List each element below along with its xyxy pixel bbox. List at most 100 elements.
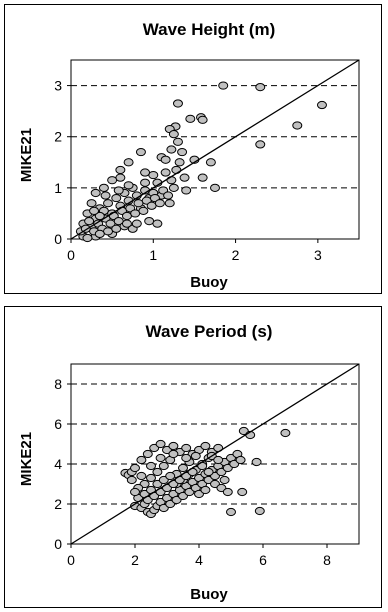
- data-point: [218, 81, 229, 90]
- data-point: [235, 455, 246, 465]
- data-point: [148, 170, 159, 180]
- data-point: [103, 199, 114, 208]
- data-point: [94, 229, 105, 238]
- data-point: [210, 183, 220, 192]
- y-axis-label: MIKE21: [18, 432, 35, 486]
- y-tick-label: 6: [54, 416, 62, 432]
- data-point: [142, 449, 153, 459]
- data-point: [89, 206, 100, 215]
- x-tick-label: 1: [149, 247, 157, 263]
- data-point: [136, 455, 147, 465]
- data-point: [181, 453, 192, 463]
- x-tick-label: 2: [232, 247, 240, 263]
- y-tick-label: 1: [54, 180, 62, 196]
- x-tick-label: 6: [259, 552, 267, 568]
- y-tick-label: 8: [54, 376, 62, 392]
- x-tick-label: 0: [67, 247, 75, 263]
- data-point: [172, 99, 183, 108]
- plot-area: [70, 59, 360, 240]
- data-point: [107, 176, 118, 185]
- data-point: [219, 475, 230, 485]
- x-tick-label: 3: [314, 247, 322, 263]
- data-point: [131, 219, 142, 228]
- data-point: [126, 475, 137, 485]
- data-point: [113, 186, 124, 195]
- data-point: [251, 457, 262, 467]
- data-point: [316, 100, 327, 110]
- x-tick-label: 2: [131, 552, 139, 568]
- data-point: [140, 168, 151, 177]
- data-point: [155, 453, 166, 463]
- data-point: [111, 224, 122, 233]
- data-point: [146, 473, 156, 483]
- data-point: [155, 439, 166, 449]
- data-point: [255, 83, 266, 92]
- chart-title: Wave Height (m): [143, 20, 276, 39]
- data-point: [168, 183, 179, 192]
- data-point: [86, 199, 97, 208]
- data-point: [292, 121, 303, 130]
- data-point: [111, 193, 122, 203]
- data-point: [146, 201, 157, 210]
- data-point: [98, 183, 109, 192]
- wave-period-chart-panel: Wave Period (s) Buoy MIKE21 0 2 4 6 8 0 2 4 6 8: [4, 306, 382, 608]
- data-point: [190, 451, 201, 461]
- data-point: [152, 219, 163, 228]
- data-point: [135, 147, 146, 157]
- y-tick-label: 3: [54, 78, 62, 94]
- data-point: [121, 219, 132, 228]
- data-point: [179, 173, 190, 182]
- data-point: [123, 181, 134, 190]
- data-point: [94, 211, 105, 221]
- y-axis-label: MIKE21: [18, 128, 35, 182]
- data-point: [178, 463, 188, 473]
- x-tick-label: 8: [323, 552, 331, 568]
- data-point: [280, 428, 291, 438]
- data-point: [222, 487, 233, 497]
- data-point: [121, 211, 132, 221]
- data-point: [255, 140, 266, 149]
- data-point: [144, 217, 155, 226]
- data-point: [185, 114, 196, 123]
- data-point: [200, 485, 211, 495]
- data-point: [133, 199, 144, 208]
- y-tick-label: 0: [54, 536, 62, 552]
- data-point: [100, 191, 111, 200]
- data-point: [163, 191, 174, 200]
- wave-height-chart-panel: Wave Height (m) Buoy MIKE21 0 1 2 3 0 1 2 3: [4, 4, 382, 294]
- data-point: [130, 463, 140, 473]
- data-point: [138, 206, 149, 215]
- data-point: [158, 461, 169, 471]
- data-point: [168, 449, 179, 459]
- y-tick-label: 0: [54, 231, 62, 247]
- chart-title: Wave Period (s): [146, 322, 273, 341]
- data-point: [90, 188, 101, 198]
- data-point: [152, 467, 163, 477]
- data-point: [165, 471, 176, 481]
- data-point: [203, 467, 214, 477]
- wave-height-chart: Wave Height (m) Buoy MIKE21 0 1 2 3 0 1 2 3: [18, 20, 360, 291]
- data-point: [115, 173, 126, 182]
- y-tick-label: 2: [54, 129, 62, 145]
- y-tick-label: 4: [54, 456, 62, 472]
- data-point: [140, 178, 151, 187]
- data-point: [197, 115, 208, 124]
- plot-area: [70, 363, 360, 545]
- data-point: [172, 137, 183, 146]
- data-point: [197, 173, 208, 182]
- data-point: [168, 441, 179, 451]
- data-point: [254, 506, 265, 516]
- x-axis-label: Buoy: [190, 586, 228, 603]
- data-point: [181, 186, 192, 195]
- data-point: [103, 227, 114, 236]
- data-point: [82, 233, 93, 243]
- data-point: [123, 158, 134, 167]
- x-tick-label: 4: [195, 552, 203, 568]
- data-point: [84, 217, 95, 226]
- data-point: [237, 487, 248, 497]
- data-point: [177, 147, 188, 157]
- reference-line: [70, 59, 360, 240]
- data-point: [181, 443, 192, 453]
- data-point: [154, 199, 165, 208]
- data-point: [213, 455, 224, 465]
